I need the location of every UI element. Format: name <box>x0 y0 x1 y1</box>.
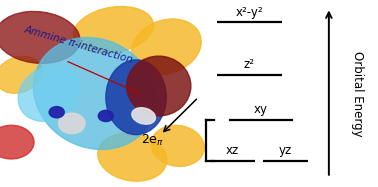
Ellipse shape <box>59 113 85 134</box>
Ellipse shape <box>151 125 204 166</box>
Text: z²: z² <box>244 58 255 71</box>
Ellipse shape <box>106 60 166 135</box>
Text: Ammine π-interaction: Ammine π-interaction <box>23 24 134 65</box>
Text: yz: yz <box>279 144 292 157</box>
Ellipse shape <box>0 125 34 159</box>
Ellipse shape <box>127 56 191 116</box>
Ellipse shape <box>73 7 153 53</box>
Ellipse shape <box>98 133 167 181</box>
Ellipse shape <box>33 38 156 149</box>
Ellipse shape <box>98 110 113 122</box>
Ellipse shape <box>132 108 155 124</box>
Ellipse shape <box>18 66 80 121</box>
Text: xz: xz <box>226 144 239 157</box>
Text: x²-y²: x²-y² <box>235 6 263 19</box>
Text: xy: xy <box>254 103 268 116</box>
Ellipse shape <box>0 56 42 93</box>
Ellipse shape <box>0 11 80 63</box>
Ellipse shape <box>132 19 201 75</box>
Ellipse shape <box>49 107 64 118</box>
Text: Orbital Energy: Orbital Energy <box>351 51 364 136</box>
Text: 2e$_\pi$: 2e$_\pi$ <box>141 133 164 148</box>
